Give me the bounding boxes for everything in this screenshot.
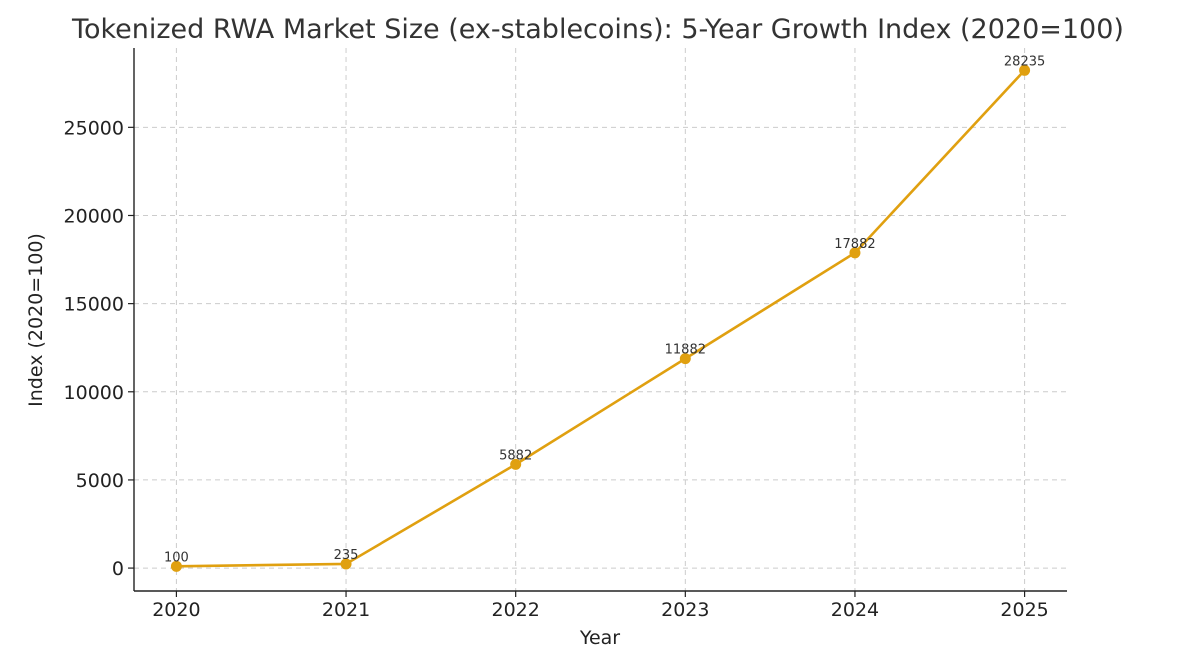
data-labels: 100 235 5882 11882 17882 28235	[164, 54, 1045, 565]
series-layer	[170, 64, 1031, 572]
x-tick-label: 2024	[831, 599, 879, 621]
y-tick-label: 20000	[64, 205, 124, 227]
data-label: 28235	[1004, 54, 1045, 69]
axes: 2020 2021 2022 2023 2024 2025 0 5000 10000 15000 2…	[64, 48, 1067, 621]
chart-title: Tokenized RWA Market Size (ex-stablecoin…	[71, 14, 1124, 45]
x-axis-label: Year	[579, 627, 620, 649]
y-tick-label: 0	[112, 558, 124, 580]
data-point	[849, 247, 861, 259]
x-tick-label: 2020	[152, 599, 200, 621]
data-label: 11882	[665, 343, 706, 358]
data-point	[679, 353, 691, 365]
y-tick-label: 5000	[76, 470, 124, 492]
data-label: 100	[164, 550, 189, 565]
grid-lines	[134, 48, 1067, 591]
x-tick-label: 2021	[322, 599, 370, 621]
y-tick-label: 15000	[64, 294, 124, 316]
data-label: 5882	[499, 448, 532, 463]
data-point	[1019, 64, 1031, 76]
data-label: 235	[334, 548, 359, 563]
data-point	[170, 560, 182, 572]
x-tick-label: 2022	[492, 599, 540, 621]
x-tick-label: 2025	[1000, 599, 1048, 621]
series-line	[176, 69, 1026, 568]
data-label: 17882	[834, 237, 875, 252]
y-tick-label: 25000	[64, 117, 124, 139]
y-tick-label: 10000	[64, 382, 124, 404]
data-point	[510, 458, 522, 470]
y-axis-label: Index (2020=100)	[25, 233, 47, 407]
data-point	[340, 558, 352, 570]
x-tick-label: 2023	[661, 599, 709, 621]
